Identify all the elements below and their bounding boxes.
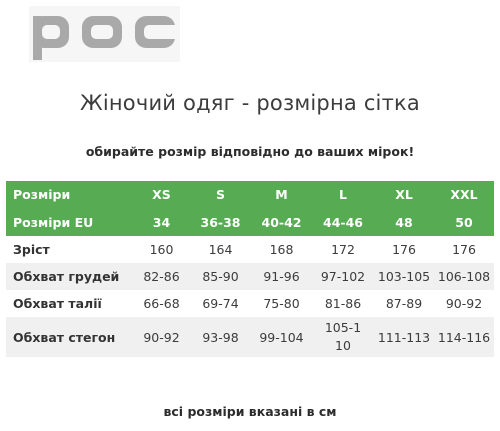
row-label: Обхват стегон [6, 317, 133, 357]
table-row-hips: Обхват стегон 90-92 93-98 99-104 105-110… [6, 317, 494, 357]
table-cell: 172 [331, 242, 355, 257]
poc-logo [29, 6, 180, 62]
table-row-waist: Обхват талії 66-68 69-74 75-80 81-86 87-… [6, 290, 494, 317]
header-cell: L [312, 181, 374, 208]
header-cell: 44-46 [312, 208, 374, 236]
header-row-sizes: Розміри XS S M L XL XXL [6, 181, 494, 208]
page-subtitle: обирайте розмір відповідно до ваших міро… [85, 144, 415, 159]
table-cell: 75-80 [263, 296, 300, 311]
row-label: Обхват талії [13, 296, 102, 311]
table-cell: 168 [269, 242, 294, 257]
table-cell: 69-74 [202, 296, 239, 311]
header-cell: M [251, 181, 312, 208]
header-cell: XS [133, 181, 190, 208]
table-row-chest: Обхват грудей 82-86 85-90 91-96 97-102 1… [6, 263, 494, 290]
table-cell: 97-102 [312, 263, 374, 290]
header-row-eu-sizes: Розміри EU 34 36-38 40-42 44-46 48 50 [6, 208, 494, 236]
table-cell: 90-92 [133, 317, 190, 357]
table-cell: 111-113 [374, 317, 434, 357]
header-cell: 36-38 [190, 208, 251, 236]
row-label: Зріст [13, 242, 50, 257]
table-cell: 82-86 [133, 263, 190, 290]
table-cell: 85-90 [190, 263, 251, 290]
header-cell: S [190, 181, 251, 208]
header-cell: XXL [434, 181, 494, 208]
header-label: Розміри [6, 181, 133, 208]
header-cell: 40-42 [251, 208, 312, 236]
header-cell: XL [374, 181, 434, 208]
header-cell: 34 [133, 208, 190, 236]
table-cell: 103-105 [374, 263, 434, 290]
table-cell: 93-98 [190, 317, 251, 357]
table-cell: 106-108 [434, 263, 494, 290]
table-row-height: Зріст 160 164 168 172 176 176 [6, 236, 494, 263]
table-cell-text: 105-110 [324, 320, 362, 353]
header-label: Розміри EU [6, 208, 133, 236]
table-cell: 87-89 [385, 296, 423, 311]
table-cell: 164 [208, 242, 233, 257]
table-cell: 114-116 [434, 317, 494, 357]
header-cell: 48 [374, 208, 434, 236]
size-chart-table: Розміри XS S M L XL XXL Розміри EU 34 36… [6, 181, 494, 357]
table-cell: 66-68 [143, 296, 180, 311]
table-cell: 160 [149, 242, 174, 257]
table-cell: 99-104 [251, 317, 312, 357]
table-cell: 81-86 [324, 296, 362, 311]
row-label: Обхват грудей [6, 263, 133, 290]
units-note: всі розміри вказані в см [163, 404, 337, 419]
table-cell: 91-96 [251, 263, 312, 290]
table-cell: 90-92 [445, 296, 483, 311]
page-title: Жіночий одяг - розмірна сітка [80, 91, 420, 115]
table-cell: 176 [452, 242, 476, 257]
poc-logo-icon [33, 16, 175, 60]
header-cell: 50 [434, 208, 494, 236]
table-cell: 176 [392, 242, 416, 257]
table-cell: 105-110 [312, 317, 374, 357]
